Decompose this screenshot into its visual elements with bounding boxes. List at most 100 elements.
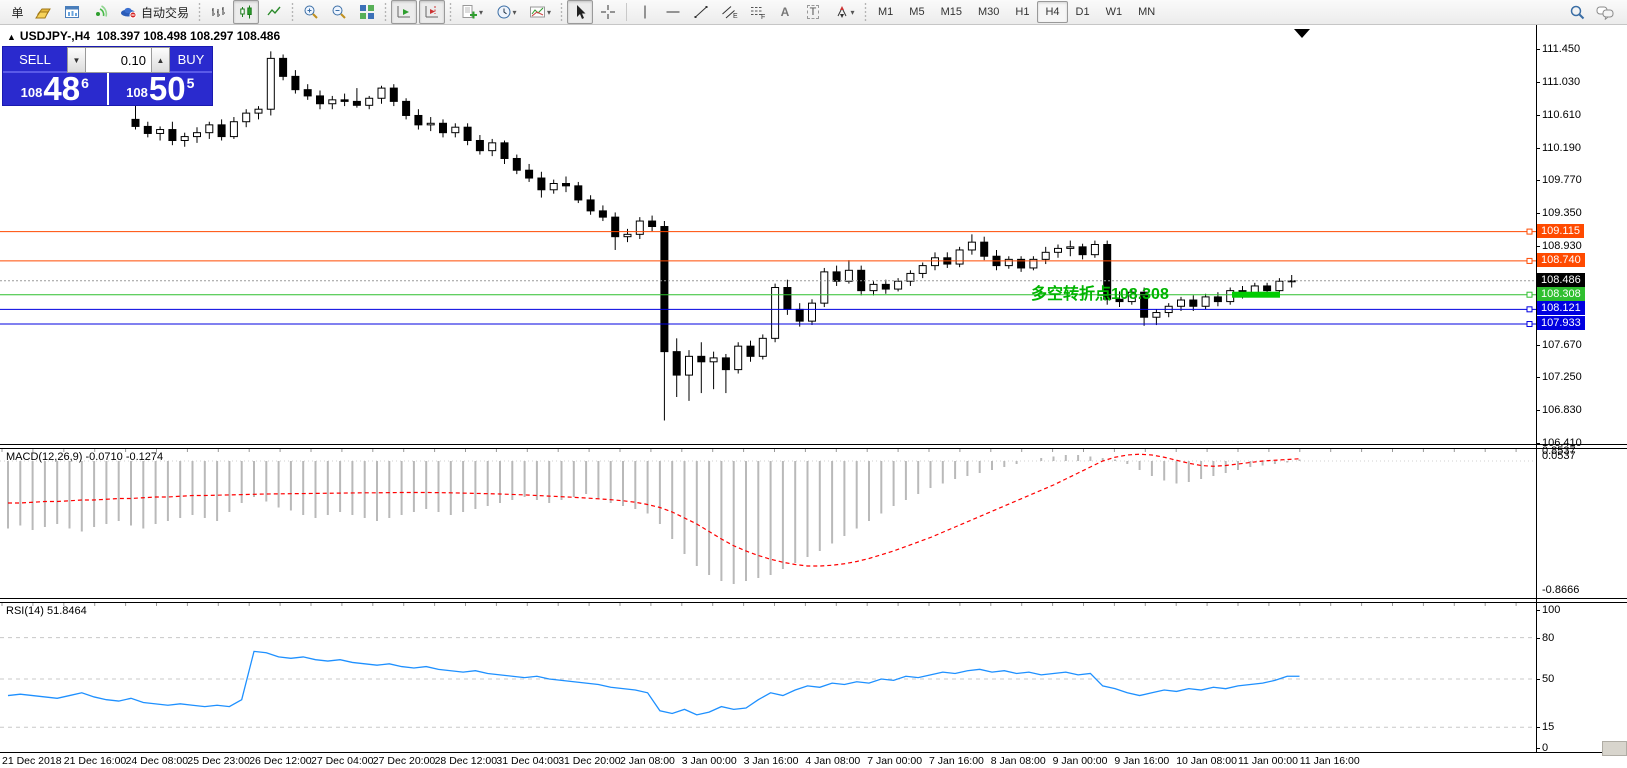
ohlc-values: 108.397 108.498 108.297 108.486 [96,29,281,43]
search-icon [1569,4,1585,20]
text-label-button[interactable]: T [800,0,826,24]
tile-windows-button[interactable] [354,0,380,24]
timeframe-button-MN[interactable]: MN [1138,6,1156,18]
periods-button[interactable]: ▾ [490,0,522,24]
timeframe-button-H1[interactable]: H1 [1015,6,1030,18]
tile-windows-icon [359,4,375,20]
chart-title: ▲ USDJPY-,H4 108.397 108.498 108.297 108.… [7,29,280,43]
auto-scroll-button[interactable] [391,0,418,24]
indicators-button[interactable]: ▾ [456,0,488,24]
autotrading-button[interactable]: 自动交易 [115,0,194,24]
price-axis-label: 108.930 [1542,240,1582,253]
text-button[interactable]: A [772,0,798,24]
search-button[interactable] [1564,0,1590,24]
main-chart-pane[interactable] [0,25,1536,444]
rsi-pane[interactable] [0,603,1536,752]
price-axis-label: 111.030 [1542,75,1581,88]
bar-chart-button[interactable] [205,0,231,24]
axis-tick [1536,377,1540,379]
one-click-trading-panel: SELL ▼ 0.10 ▲ BUY 108 48 6 108 50 5 [2,46,213,106]
time-axis-label: 27 Dec 20:00 [372,755,436,767]
svg-text:E: E [733,13,738,20]
arrows-button[interactable]: ▾ [828,0,860,24]
timeframe-button-H4[interactable]: H4 [1037,1,1068,23]
rsi-axis-label: 80 [1542,631,1555,644]
equidistant-channel-button[interactable]: E [716,0,742,24]
rsi-label: RSI(14) 51.8464 [6,605,87,617]
time-axis-label: 3 Jan 00:00 [681,755,737,767]
time-axis-label: 21 Dec 2018 [2,755,62,767]
timeframe-button-D1[interactable]: D1 [1075,6,1090,18]
cursor-arrow-icon [572,4,588,20]
axis-tick [1536,679,1540,680]
timeframe-button-M5[interactable]: M5 [909,6,925,18]
timeframe-button-M30[interactable]: M30 [977,6,1000,18]
sell-price-big: 48 [43,70,81,107]
crosshair-button[interactable] [595,0,621,24]
time-axis-label: 27 Dec 04:00 [311,755,374,767]
rsi-axis-label: 0 [1542,742,1549,754]
price-axis-label: 110.190 [1542,141,1581,154]
dropdown-arrow-icon: ▾ [479,7,484,17]
pane-separator[interactable] [0,444,1627,449]
buy-price-big: 50 [148,70,186,107]
chart-shift-button[interactable] [419,0,446,24]
indicators-icon [461,4,478,20]
chart-annotation-text[interactable]: 多空转折点108.308 [1031,286,1169,303]
time-axis-label: 26 Dec 12:00 [249,755,312,767]
volume-increase-button[interactable]: ▲ [151,47,170,73]
zoom-in-button[interactable] [298,0,324,24]
macd-label: MACD(12,26,9) -0.0710 -0.1274 [6,451,164,463]
macd-pane[interactable] [0,449,1536,598]
zoom-out-button[interactable] [326,0,352,24]
symbol-title: USDJPY-,H4 [19,29,90,43]
collapse-triangle-icon[interactable]: ▲ [7,32,16,42]
timeframe-button-M15[interactable]: M15 [940,6,962,18]
rsi-axis-label: 100 [1542,604,1561,616]
buy-price[interactable]: 108 50 5 [109,70,213,107]
volume-decrease-button[interactable]: ▼ [67,47,86,73]
buy-button[interactable]: BUY [170,47,212,73]
pane-separator[interactable] [0,598,1627,603]
toolbar: 单 自动交易 [0,0,1627,25]
timeframe-button-M1[interactable]: M1 [878,6,894,18]
price-axis-label: 111.450 [1542,43,1581,55]
autotrading-icon [120,4,138,20]
market-watch-button[interactable] [59,0,85,24]
timeframe-button-W1[interactable]: W1 [1105,6,1123,18]
vertical-line-button[interactable] [632,0,658,24]
buy-price-sup: 5 [186,75,195,91]
templates-button[interactable]: ▾ [524,0,556,24]
deposit-button[interactable] [31,0,57,24]
template-icon [529,4,546,20]
chat-button[interactable] [1592,0,1618,24]
signals-button[interactable] [87,0,113,24]
candlestick-chart-button[interactable] [233,0,260,24]
line-chart-button[interactable] [261,0,287,24]
toolbar-grip [291,2,295,22]
zoom-in-icon [303,4,319,20]
fibonacci-button[interactable]: F [744,0,770,24]
cursor-button[interactable] [567,0,594,24]
toolbar-right-group [1563,0,1619,24]
trendline-button[interactable] [688,0,714,24]
price-divider [106,73,109,105]
price-axis-label: 106.830 [1542,404,1582,417]
new-order-button[interactable]: 单 [3,0,29,24]
toolbar-separator [626,3,628,21]
time-axis-line [0,752,1627,753]
sell-price[interactable]: 108 48 6 [3,70,107,107]
time-axis-label: 3 Jan 16:00 [743,755,799,767]
macd-axis-max-label: 0.8537 [1542,445,1576,457]
volume-input[interactable]: 0.10 [86,47,151,73]
channel-icon: E [721,4,738,20]
dropdown-arrow-icon: ▾ [512,7,517,17]
horizontal-line-button[interactable] [660,0,686,24]
sell-button[interactable]: SELL [3,47,67,73]
line-chart-icon [266,4,282,20]
time-axis-label: 28 Dec 12:00 [434,755,498,767]
axis-tick [1536,344,1540,346]
axis-tick [1536,81,1540,83]
text-a-icon: A [780,5,790,19]
rsi-axis-label: 50 [1542,673,1555,685]
